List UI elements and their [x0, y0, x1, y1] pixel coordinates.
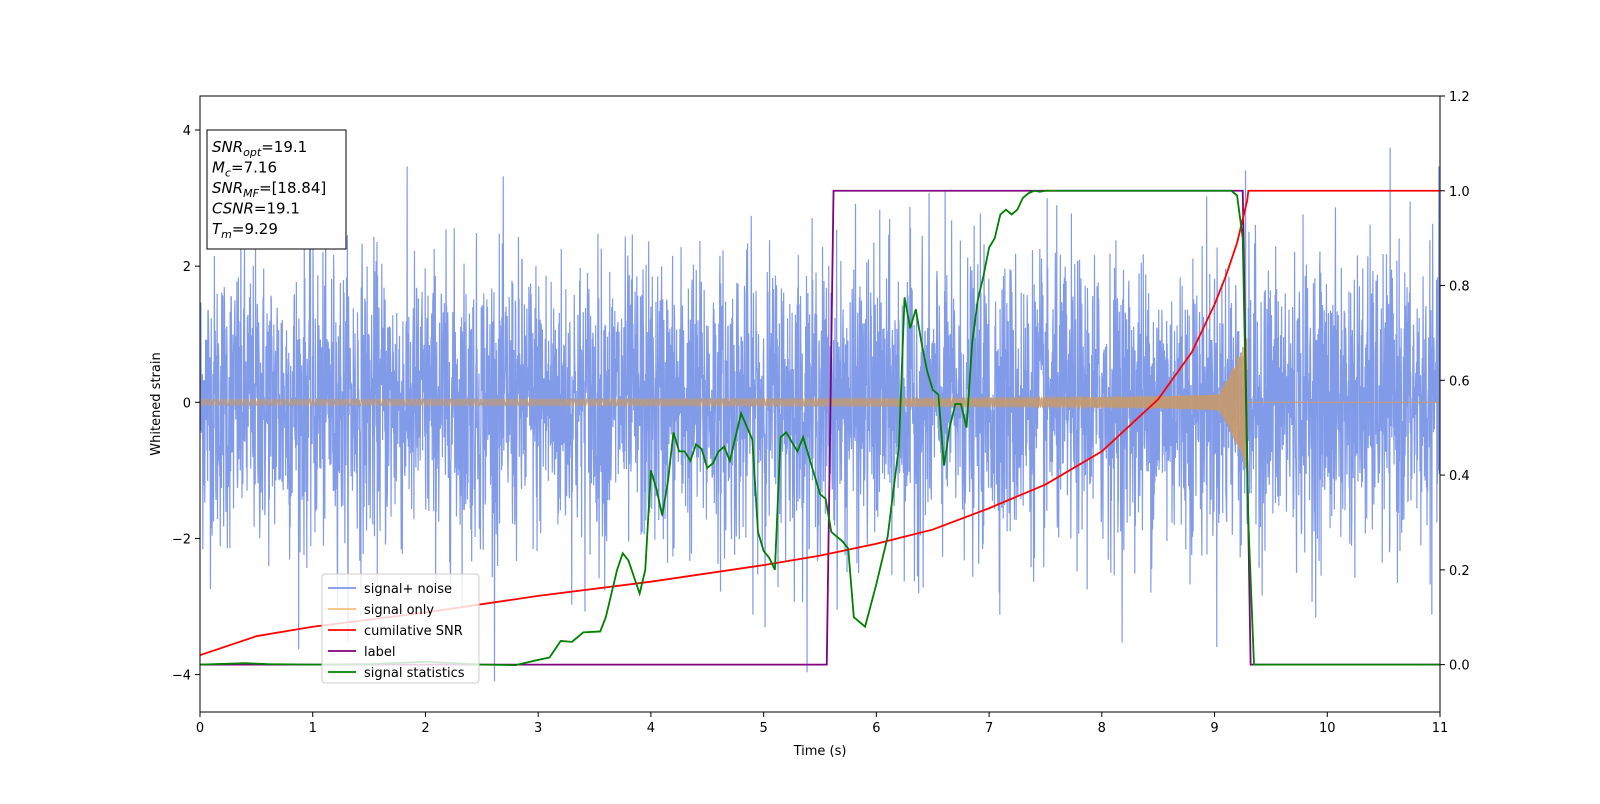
y-left-tick-label: 0	[183, 396, 191, 411]
annotation-line: SNRopt=19.1	[212, 138, 307, 159]
y-right-tick-label: 1.2	[1449, 90, 1470, 105]
axis-ticks: 0 1 2 3 4 5 6 7 8 9 10 11 −4 −2 0 2 4 0.0 0.2 0.4 0.6 0.8 1.0 1…	[172, 90, 1470, 736]
x-tick-label: 8	[1098, 721, 1106, 736]
y-right-tick-label: 0.8	[1449, 280, 1470, 295]
legend-label: signal only	[364, 603, 434, 618]
y-right-tick-label: 0.0	[1449, 659, 1470, 674]
legend-label: signal statistics	[364, 666, 465, 681]
y-left-tick-label: 4	[183, 124, 191, 139]
legend-label: signal+ noise	[364, 582, 452, 597]
x-tick-label: 11	[1432, 721, 1449, 736]
annotation-frame	[206, 129, 347, 250]
annotation-box: SNRopt=19.1Mc=7.16SNRMF=[18.84]CSNR=19.1…	[206, 129, 347, 250]
plot-frame	[199, 95, 1441, 713]
axes-frame	[199, 95, 1441, 713]
legend-frame	[321, 573, 480, 684]
legend-label: label	[364, 645, 395, 660]
line-cumilative-snr	[200, 189, 1440, 656]
y-right-tick-label: 1.0	[1449, 185, 1470, 200]
y-axis-label: Whitened strain	[149, 352, 164, 455]
x-axis-label: Time (s)	[793, 744, 847, 759]
x-tick-label: 0	[196, 721, 204, 736]
x-tick-label: 3	[534, 721, 542, 736]
legend: signal+ noise signal only cumilative SNR la…	[321, 573, 480, 684]
x-tick-label: 7	[985, 721, 993, 736]
series-signal-only	[200, 338, 1440, 477]
y-left-tick-label: −2	[172, 532, 191, 547]
line-signal-statistics	[200, 189, 1440, 666]
line-signal-only	[200, 338, 1440, 477]
annotation-line: SNRMF=[18.84]	[212, 179, 326, 200]
y-right-tick-label: 0.2	[1449, 564, 1470, 579]
y-left-tick-label: 2	[183, 260, 191, 275]
x-tick-label: 6	[872, 721, 880, 736]
annotation-line: CSNR=19.1	[212, 200, 300, 218]
right-axis-series	[200, 189, 1440, 666]
x-tick-label: 9	[1210, 721, 1218, 736]
x-tick-label: 10	[1319, 721, 1336, 736]
legend-label: cumilative SNR	[364, 624, 463, 639]
x-tick-label: 1	[309, 721, 317, 736]
y-left-tick-label: −4	[172, 669, 191, 684]
annotation-line: Mc=7.16	[212, 159, 277, 180]
x-tick-label: 5	[759, 721, 767, 736]
y-right-tick-label: 0.6	[1449, 374, 1470, 389]
annotation-line: Tm=9.29	[212, 220, 278, 241]
y-right-tick-label: 0.4	[1449, 469, 1470, 484]
x-tick-label: 2	[421, 721, 429, 736]
x-tick-label: 4	[647, 721, 655, 736]
